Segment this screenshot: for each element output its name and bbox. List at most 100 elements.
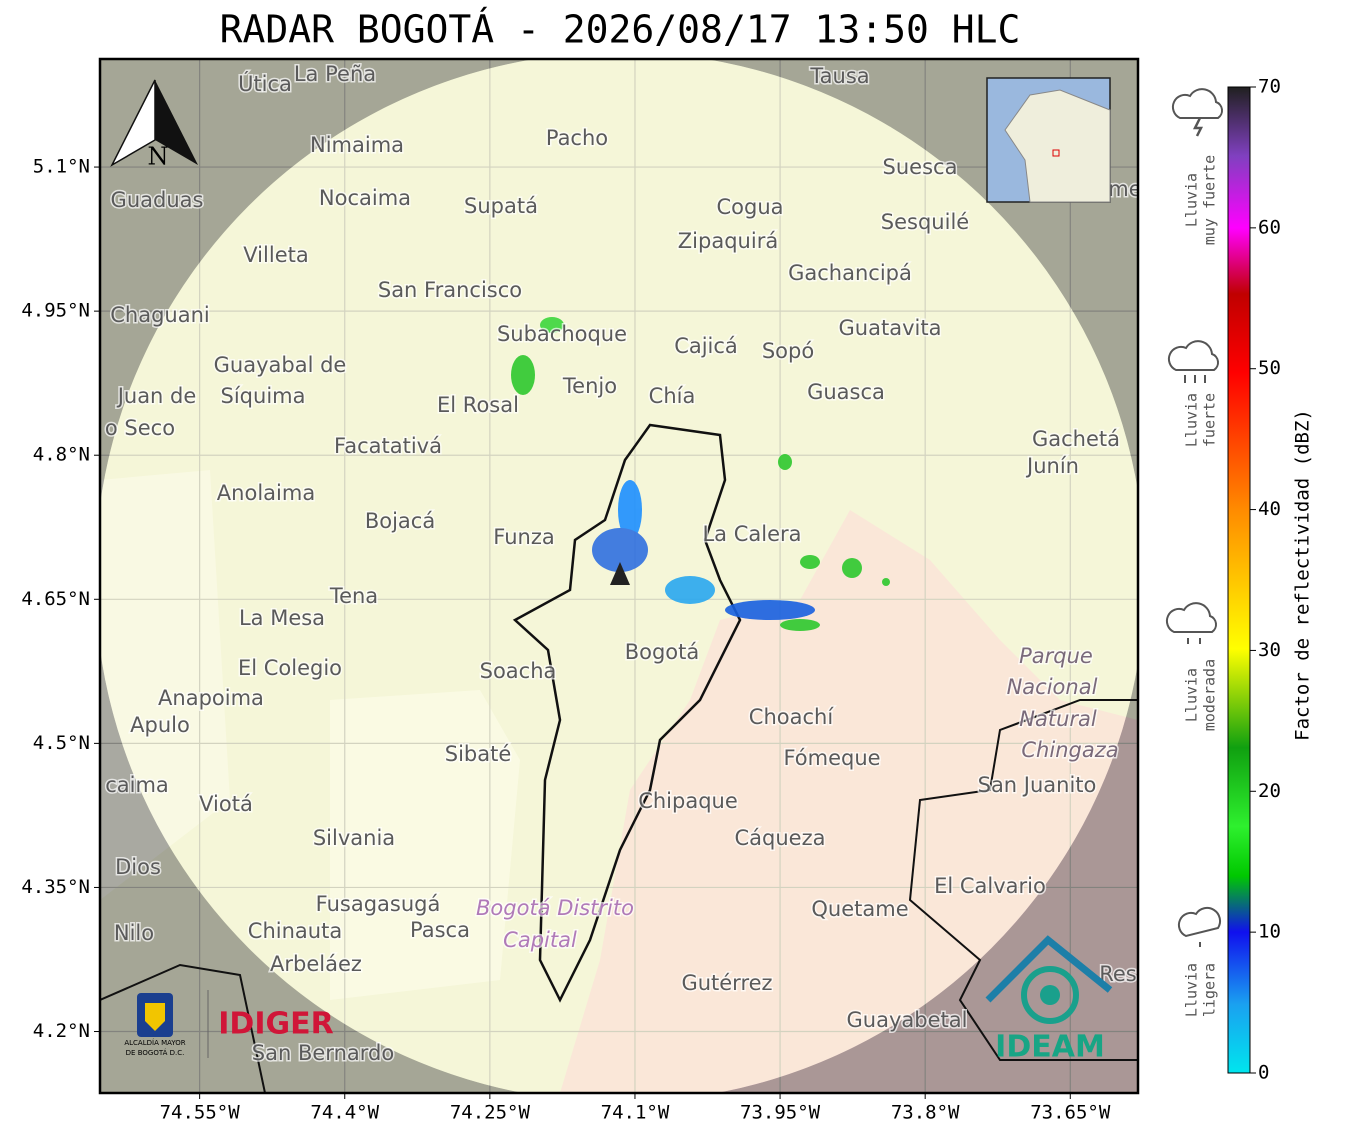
x-tick-label: 74.1°W <box>601 1102 670 1124</box>
place-label: Apulo <box>130 713 190 737</box>
place-label: Fusagasugá <box>316 892 441 916</box>
place-label: Tausa <box>809 64 869 88</box>
place-label: Nimaima <box>310 133 404 157</box>
place-label: Parque <box>1019 644 1093 668</box>
logo-text: IDEAM <box>995 1030 1105 1065</box>
place-label: Chía <box>649 384 696 408</box>
x-tick-label: 73.95°W <box>740 1102 821 1124</box>
place-label: El Calvario <box>934 874 1046 898</box>
place-label: La Peña <box>294 62 376 86</box>
legend-label: Lluvia <box>1183 173 1201 227</box>
legend-label: Lluvia <box>1183 668 1201 722</box>
place-label: Gachancipá <box>788 261 912 285</box>
place-label: Chipaque <box>638 789 738 813</box>
y-tick-label: 4.2°N <box>33 1020 90 1042</box>
y-tick-label: 4.8°N <box>33 444 90 466</box>
colorbar-label: Factor de reflectividad (dBZ) <box>1292 409 1314 741</box>
place-label: Bogotá <box>625 640 700 664</box>
place-label: La Mesa <box>239 606 325 630</box>
x-tick-label: 73.8°W <box>891 1102 960 1124</box>
colorbar-tick-label: 50 <box>1258 357 1281 379</box>
place-label: Supatá <box>464 194 538 218</box>
place-label: caima <box>105 773 169 797</box>
place-label: o Seco <box>105 416 175 440</box>
place-label: Soacha <box>480 659 557 683</box>
x-tick-label: 73.65°W <box>1030 1102 1111 1124</box>
place-label: Fómeque <box>783 746 880 770</box>
place-label: me <box>1108 177 1141 201</box>
place-label: Pacho <box>546 126 608 150</box>
colorbar-tick-label: 60 <box>1258 216 1281 238</box>
map: Útica La Peña Tausa Pacho Nimaima Guaduas Noca… <box>100 59 1141 1093</box>
place-label: Bojacá <box>365 509 435 533</box>
logo-text: ALCALDÍA MAYOR <box>124 1038 185 1047</box>
y-tick-label: 4.65°N <box>21 588 90 610</box>
place-label: Síquima <box>221 384 306 408</box>
place-label: Guayabetal <box>847 1008 968 1032</box>
place-label: Gutérrez <box>681 971 772 995</box>
colorbar-tick-label: 40 <box>1258 498 1281 520</box>
place-label: Guaduas <box>111 188 204 212</box>
place-label: Nocaima <box>319 186 411 210</box>
place-label: Guayabal de <box>214 353 347 377</box>
place-label: Viotá <box>199 792 253 816</box>
legend-label: ligera <box>1201 963 1219 1017</box>
place-label: Nilo <box>114 921 154 945</box>
place-label: Villeta <box>243 243 308 267</box>
y-tick-label: 4.5°N <box>33 732 90 754</box>
logo-text: DE BOGOTÁ D.C. <box>126 1048 185 1057</box>
place-label: San Francisco <box>378 278 522 302</box>
colorbar-tick-label: 10 <box>1258 921 1281 943</box>
place-label: Juan de <box>116 384 197 408</box>
colorbar-tick-label: 30 <box>1258 639 1281 661</box>
place-label: Subachoque <box>497 322 627 346</box>
x-tick-label: 74.25°W <box>450 1102 531 1124</box>
title: RADAR BOGOTÁ - 2026/08/17 13:50 HLC <box>220 8 1021 52</box>
place-label: Funza <box>493 525 554 549</box>
place-label: Suesca <box>883 155 958 179</box>
place-label: Tena <box>329 584 378 608</box>
place-label: Nacional <box>1007 675 1098 699</box>
place-label: San Bernardo <box>252 1041 394 1065</box>
legend-label: fuerte <box>1201 393 1219 447</box>
place-label: La Calera <box>702 522 801 546</box>
place-label: Sibaté <box>445 742 512 766</box>
place-label: Bogotá Distrito <box>476 896 634 920</box>
place-label: Facatativá <box>334 434 442 458</box>
place-label: Junín <box>1025 454 1079 478</box>
colorbar-tick-label: 20 <box>1258 780 1281 802</box>
place-label: Quetame <box>811 897 908 921</box>
place-label: Choachí <box>749 705 835 729</box>
x-tick-label: 74.4°W <box>310 1102 379 1124</box>
place-label: Anapoima <box>158 686 264 710</box>
place-label: Chaguani <box>110 303 210 327</box>
y-tick-label: 5.1°N <box>33 156 90 178</box>
place-label: Zipaquirá <box>678 229 778 253</box>
place-label: San Juanito <box>978 773 1097 797</box>
north-arrow-label: N <box>148 143 169 171</box>
colorbar <box>1227 86 1251 1074</box>
place-label: Arbeláez <box>270 952 362 976</box>
place-label: Guatavita <box>839 316 942 340</box>
place-label: El Rosal <box>437 393 519 417</box>
legend-label: moderada <box>1201 659 1219 731</box>
place-label: Útica <box>238 71 292 96</box>
legend-label: muy fuerte <box>1201 155 1219 245</box>
legend-icons <box>1165 88 1223 947</box>
place-label: Capital <box>503 928 577 952</box>
place-label: Chingaza <box>1021 738 1118 762</box>
place-label: Gachetá <box>1032 427 1120 451</box>
map-frame <box>98 57 1140 1095</box>
logo-text: IDIGER <box>218 1007 333 1042</box>
place-label: Natural <box>1019 707 1097 731</box>
place-label: Pasca <box>410 918 470 942</box>
place-label: Chinauta <box>248 919 342 943</box>
colorbar-tick-label: 70 <box>1258 76 1281 98</box>
place-label: Cogua <box>716 195 783 219</box>
radar-echoes <box>511 317 890 631</box>
place-label: Sesquilé <box>881 210 969 234</box>
place-label: Tenjo <box>562 374 617 398</box>
place-label: Guasca <box>807 380 885 404</box>
legend-label: Lluvia <box>1183 963 1201 1017</box>
